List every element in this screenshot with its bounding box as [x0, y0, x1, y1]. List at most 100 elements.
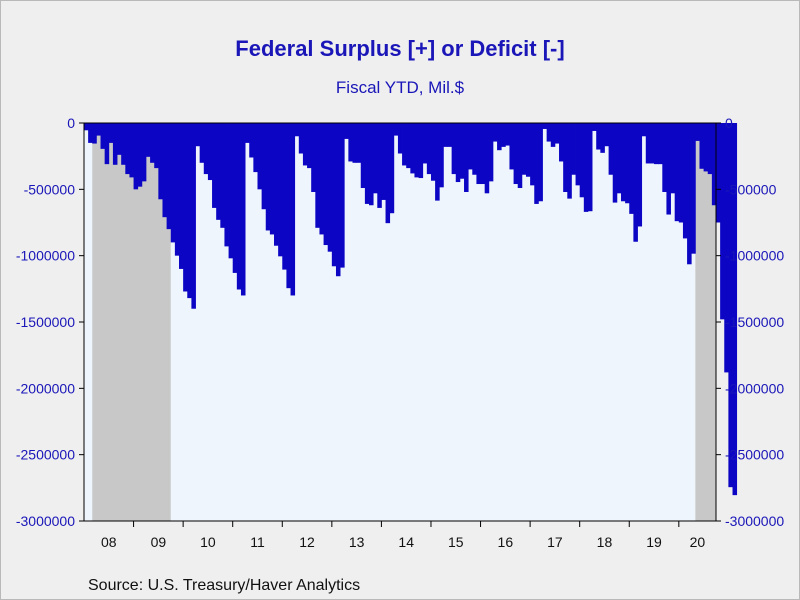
- data-bar: [699, 123, 705, 169]
- data-bar: [455, 123, 461, 183]
- y-tick-label-left: -1500000: [16, 314, 75, 330]
- data-bar: [476, 123, 481, 185]
- data-bar: [373, 123, 378, 194]
- data-bar: [236, 123, 242, 290]
- y-tick-label-left: -1000000: [16, 248, 75, 264]
- x-tick-label: 14: [398, 534, 414, 550]
- data-bar: [154, 123, 159, 169]
- data-bar: [344, 123, 349, 139]
- data-bar: [381, 123, 386, 200]
- data-bar: [141, 123, 147, 182]
- data-bar: [191, 123, 196, 309]
- data-bar: [670, 123, 676, 194]
- data-bar: [183, 123, 188, 292]
- data-bar: [331, 123, 337, 267]
- data-bar: [278, 123, 283, 257]
- chart-title: Federal Surplus [+] or Deficit [-]: [235, 36, 565, 61]
- data-bar: [649, 123, 655, 164]
- data-bar: [108, 123, 114, 143]
- x-tick-label: 12: [299, 534, 315, 550]
- data-bar: [369, 123, 374, 206]
- data-bar: [100, 123, 106, 149]
- chart-subtitle: Fiscal YTD, Mil.$: [335, 78, 465, 97]
- x-tick-label: 19: [646, 534, 662, 550]
- data-bar: [410, 123, 415, 174]
- data-bar: [290, 123, 296, 296]
- data-bar: [707, 123, 713, 175]
- data-bar: [311, 123, 316, 192]
- data-bar: [422, 123, 428, 164]
- y-tick-label-left: -2500000: [16, 447, 75, 463]
- data-bar: [274, 123, 279, 246]
- data-bar: [137, 123, 143, 187]
- data-bar: [625, 123, 630, 204]
- data-bar: [587, 123, 593, 212]
- data-bar: [497, 123, 502, 151]
- data-bar: [335, 123, 341, 277]
- data-bar: [678, 123, 684, 223]
- data-bar: [559, 123, 564, 162]
- data-bar: [356, 123, 362, 163]
- data-bar: [464, 123, 469, 192]
- y-tick-label-right: 0: [725, 115, 733, 131]
- data-bar: [724, 123, 729, 373]
- y-tick-label-left: -2000000: [16, 380, 75, 396]
- data-bar: [84, 123, 89, 131]
- data-bar: [245, 123, 250, 143]
- data-bar: [612, 123, 618, 203]
- data-bar: [92, 123, 97, 144]
- data-bar: [319, 123, 324, 235]
- data-bar: [249, 123, 254, 158]
- data-bar: [596, 123, 601, 150]
- data-bar: [203, 123, 209, 175]
- data-bar: [517, 123, 523, 189]
- data-bar: [732, 123, 738, 496]
- data-bar: [385, 123, 391, 224]
- data-bar: [253, 123, 258, 173]
- data-bar: [571, 123, 576, 175]
- data-bar: [207, 123, 213, 181]
- data-bar: [451, 123, 457, 175]
- data-bar: [426, 123, 432, 175]
- x-tick-label: 16: [498, 534, 514, 550]
- data-bar: [443, 123, 448, 147]
- data-bar: [340, 123, 345, 268]
- data-bar: [174, 123, 180, 256]
- x-tick-label: 08: [101, 534, 117, 550]
- data-bar: [220, 123, 225, 228]
- data-bar: [298, 123, 304, 154]
- data-bar: [728, 123, 733, 488]
- data-bar: [269, 123, 275, 235]
- data-bar: [472, 123, 477, 175]
- data-bar: [600, 123, 605, 153]
- data-bar: [232, 123, 238, 273]
- data-bar: [604, 123, 609, 147]
- data-bar: [711, 123, 717, 206]
- data-bar: [459, 123, 465, 179]
- data-bar: [323, 123, 329, 246]
- data-bar: [538, 123, 543, 202]
- x-tick-label: 18: [597, 534, 613, 550]
- data-bar: [633, 123, 638, 242]
- data-bar: [129, 123, 134, 178]
- data-bar: [583, 123, 589, 212]
- data-bar: [150, 123, 155, 163]
- data-bar: [546, 123, 552, 142]
- x-tick-label: 17: [547, 534, 563, 550]
- data-bar: [567, 123, 572, 199]
- data-bar: [608, 123, 614, 175]
- data-bar: [195, 123, 201, 147]
- data-bar: [364, 123, 370, 204]
- data-bar: [112, 123, 118, 165]
- data-bar: [682, 123, 688, 239]
- data-bar: [703, 123, 709, 172]
- data-bar: [666, 123, 671, 215]
- x-tick-label: 09: [151, 534, 167, 550]
- data-bar: [435, 123, 440, 201]
- data-bar: [641, 123, 647, 137]
- y-tick-label-right: -2000000: [725, 380, 784, 396]
- data-bar: [216, 123, 221, 220]
- data-bar: [158, 123, 163, 200]
- data-bar: [406, 123, 411, 169]
